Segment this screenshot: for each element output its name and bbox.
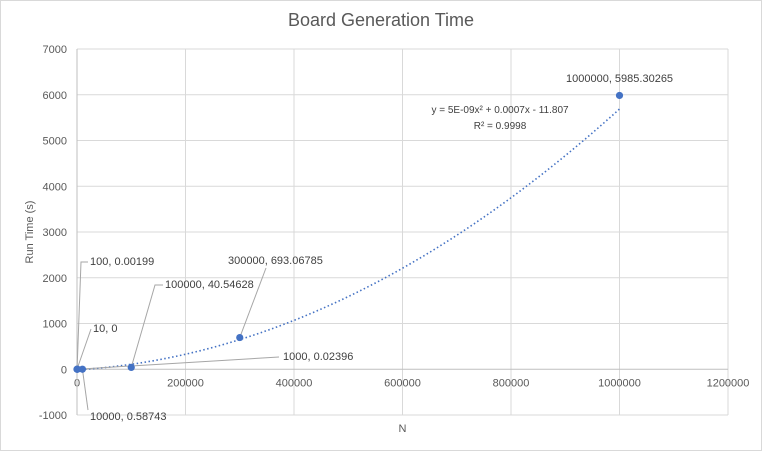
x-tick-label: 1200000 xyxy=(707,377,750,389)
data-point xyxy=(127,363,135,371)
x-tick-label: 400000 xyxy=(276,377,313,389)
data-point xyxy=(615,91,624,100)
x-tick-label: 600000 xyxy=(384,377,421,389)
y-tick-label: 7000 xyxy=(43,44,67,56)
y-tick-label: 3000 xyxy=(43,227,67,239)
data-point xyxy=(78,365,87,373)
y-tick-label: 2000 xyxy=(43,273,67,285)
trendline xyxy=(76,108,621,371)
data-label: 1000000, 5985.30265 xyxy=(566,73,673,85)
axis-layer: -100001000200030004000500060007000020000… xyxy=(39,44,750,422)
data-label: 10000, 0.58743 xyxy=(90,411,166,423)
data-point xyxy=(236,333,244,342)
grid-layer xyxy=(77,48,729,416)
data-label: 300000, 693.06785 xyxy=(228,255,323,267)
y-tick-label: 1000 xyxy=(43,319,67,331)
x-tick-label: 200000 xyxy=(167,377,204,389)
leader-line xyxy=(81,369,89,411)
leader-line-layer xyxy=(76,261,280,411)
leader-line xyxy=(239,267,267,338)
x-tick-label: 800000 xyxy=(493,377,530,389)
trendline-layer xyxy=(76,108,621,371)
data-label: 100000, 40.54628 xyxy=(165,279,254,291)
y-tick-label: 5000 xyxy=(43,136,67,148)
y-tick-label: 6000 xyxy=(43,90,67,102)
data-label: 100, 0.00199 xyxy=(90,256,154,268)
y-tick-label: -1000 xyxy=(39,410,67,422)
leader-line xyxy=(77,356,280,370)
leader-line xyxy=(76,261,88,370)
point-layer xyxy=(73,91,624,373)
y-axis-label: Run Time (s) xyxy=(24,201,36,264)
y-tick-label: 4000 xyxy=(43,181,67,193)
y-tick-label: 0 xyxy=(61,364,67,376)
leader-line xyxy=(76,328,92,370)
data-label: 10, 0 xyxy=(93,323,117,335)
x-axis-label: N xyxy=(399,423,407,435)
chart-title: Board Generation Time xyxy=(287,10,475,30)
data-label: 1000, 0.02396 xyxy=(283,351,353,363)
x-tick-label: 1000000 xyxy=(598,377,641,389)
trendline-equation: y = 5E-09x² + 0.0007x - 11.807 xyxy=(431,105,569,116)
data-label-layer: 10, 0 100, 0.00199 1000, 0.02396 10000, 0.5… xyxy=(90,73,673,423)
trendline-r-squared: R² = 0.9998 xyxy=(474,121,527,132)
leader-line xyxy=(130,284,163,368)
